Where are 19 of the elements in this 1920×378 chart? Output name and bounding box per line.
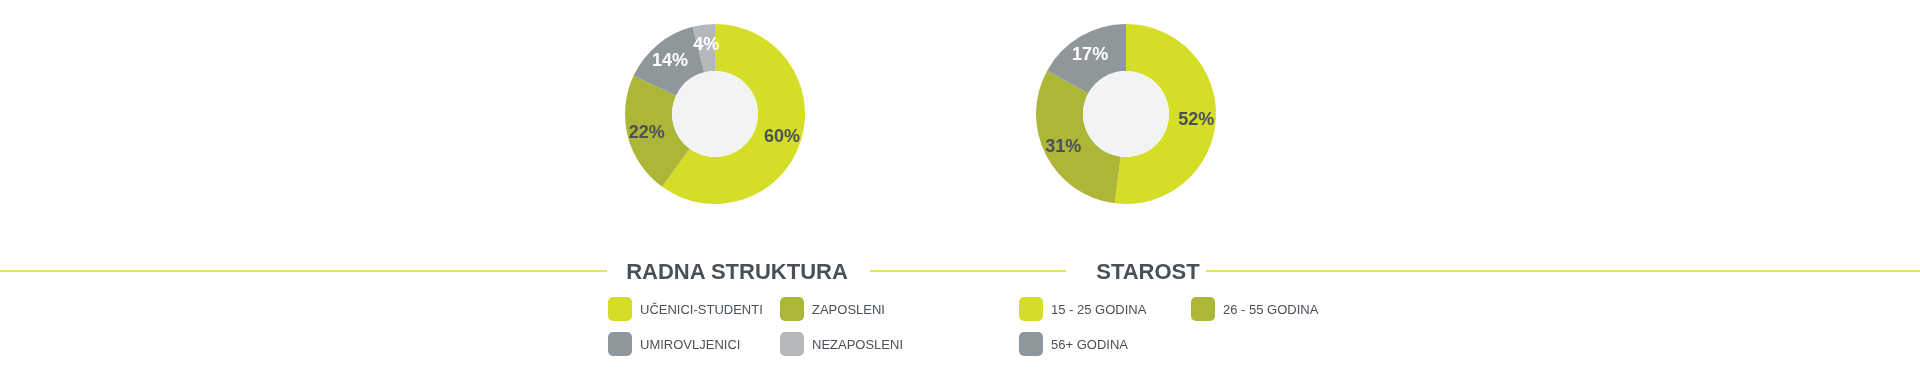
legend-label: UČENICI-STUDENTI bbox=[640, 301, 763, 317]
text: STAROST bbox=[1096, 258, 1201, 284]
legend-label: 15 - 25 GODINA bbox=[1051, 301, 1147, 317]
donut-slice bbox=[1047, 24, 1126, 94]
data-label: 17% bbox=[1072, 43, 1109, 64]
legend-label: 56+ GODINA bbox=[1051, 336, 1129, 352]
text: RADNA STRUKTURA bbox=[626, 258, 848, 284]
data-label: 14% bbox=[652, 49, 689, 70]
legend-label: UMIROVLJENICI bbox=[640, 336, 741, 352]
donut-slice bbox=[625, 75, 690, 187]
data-label: 60% bbox=[764, 126, 801, 147]
data-label: 31% bbox=[1045, 136, 1082, 157]
donut-slice bbox=[1114, 24, 1216, 204]
legend-label: 26 - 55 GODINA bbox=[1223, 301, 1319, 317]
donut-slice bbox=[1036, 70, 1121, 204]
data-label: 52% bbox=[1178, 108, 1215, 129]
data-label: 22% bbox=[628, 121, 665, 142]
legend-label: NEZAPOSLENI bbox=[812, 336, 904, 352]
legend-label: ZAPOSLENI bbox=[812, 301, 885, 317]
